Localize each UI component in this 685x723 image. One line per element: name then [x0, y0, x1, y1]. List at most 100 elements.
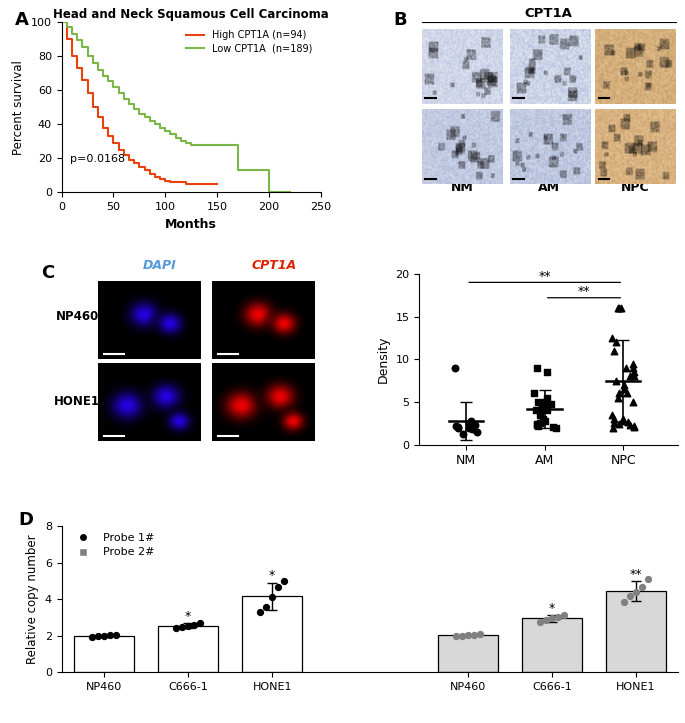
Point — [621, 388, 632, 399]
Point — [468, 629, 479, 641]
Point — [534, 616, 545, 628]
Point — [532, 396, 543, 408]
Point — [542, 367, 553, 378]
Y-axis label: Relative copy number: Relative copy number — [26, 534, 39, 664]
Bar — [522, 618, 582, 672]
Point — [607, 409, 618, 421]
Point — [547, 421, 558, 432]
Point — [625, 591, 636, 602]
Text: p=0.0168: p=0.0168 — [70, 154, 125, 163]
Text: HONE1: HONE1 — [54, 395, 100, 408]
Point — [620, 362, 631, 374]
Point — [610, 336, 621, 348]
Point — [534, 417, 545, 429]
Text: **: ** — [538, 270, 551, 283]
Point — [613, 419, 624, 430]
Y-axis label: Density: Density — [377, 335, 390, 383]
Point — [636, 581, 647, 593]
Point — [456, 630, 467, 641]
Point — [469, 419, 480, 431]
Text: **: ** — [630, 568, 643, 581]
Point — [629, 420, 640, 432]
Bar — [74, 636, 134, 672]
Point — [534, 405, 545, 416]
Text: NP460: NP460 — [55, 310, 99, 323]
Point — [613, 388, 624, 399]
Point — [449, 362, 460, 374]
Point — [627, 358, 638, 369]
Point — [622, 416, 633, 428]
Point — [462, 630, 473, 641]
Point — [532, 419, 543, 430]
Point — [610, 375, 621, 386]
Point — [615, 302, 626, 314]
Point — [458, 429, 469, 440]
Point — [631, 586, 642, 598]
Text: CPT1A: CPT1A — [525, 7, 573, 20]
Point — [534, 409, 545, 421]
Point — [550, 422, 561, 433]
Point — [643, 573, 653, 585]
Point — [532, 362, 543, 374]
Point — [466, 415, 477, 427]
Point — [540, 396, 551, 408]
Text: *: * — [549, 602, 555, 615]
Text: CPT1A: CPT1A — [251, 259, 297, 272]
Point — [541, 392, 552, 403]
Point — [540, 415, 551, 427]
Point — [532, 420, 543, 432]
Point — [540, 615, 551, 626]
Text: *: * — [269, 570, 275, 583]
Point — [614, 302, 625, 314]
Y-axis label: Percent survival: Percent survival — [12, 60, 25, 155]
Point — [450, 630, 461, 642]
Point — [612, 302, 623, 314]
Legend: High CPT1A (n=94), Low CPT1A  (n=189): High CPT1A (n=94), Low CPT1A (n=189) — [182, 27, 316, 57]
Point — [536, 403, 547, 414]
Point — [612, 392, 623, 403]
Point — [618, 414, 629, 425]
Point — [98, 630, 109, 641]
Point — [453, 421, 464, 432]
Point — [607, 332, 618, 343]
Legend: Probe 1#, Probe 2#: Probe 1#, Probe 2# — [67, 529, 159, 562]
Point — [104, 630, 115, 641]
Point — [608, 345, 619, 356]
Point — [608, 417, 619, 429]
Point — [538, 401, 549, 412]
Point — [624, 370, 635, 382]
Point — [463, 422, 474, 433]
Point — [255, 606, 266, 617]
Text: C: C — [41, 264, 54, 281]
Text: **: ** — [577, 285, 590, 298]
Bar — [438, 635, 498, 672]
Point — [538, 414, 549, 425]
Point — [547, 612, 558, 624]
Text: NPC: NPC — [621, 181, 649, 194]
Point — [110, 629, 121, 641]
Bar — [158, 625, 218, 672]
Point — [532, 419, 543, 431]
Point — [558, 609, 569, 620]
Point — [453, 422, 464, 433]
Point — [627, 396, 638, 408]
Point — [188, 619, 199, 630]
Point — [629, 370, 640, 382]
Point — [261, 602, 272, 613]
Title: Head and Neck Squamous Cell Carcinoma: Head and Neck Squamous Cell Carcinoma — [53, 7, 329, 20]
Point — [627, 362, 638, 374]
Text: *: * — [185, 610, 191, 623]
Point — [546, 398, 557, 409]
Point — [171, 623, 182, 634]
Point — [628, 421, 639, 432]
Text: NM: NM — [451, 181, 473, 194]
Point — [608, 422, 619, 433]
X-axis label: Months: Months — [165, 218, 217, 231]
Point — [471, 426, 482, 437]
Bar — [242, 596, 302, 672]
Point — [466, 424, 477, 435]
Bar — [606, 591, 666, 672]
Point — [182, 620, 193, 631]
Point — [177, 621, 188, 633]
Point — [628, 367, 639, 378]
